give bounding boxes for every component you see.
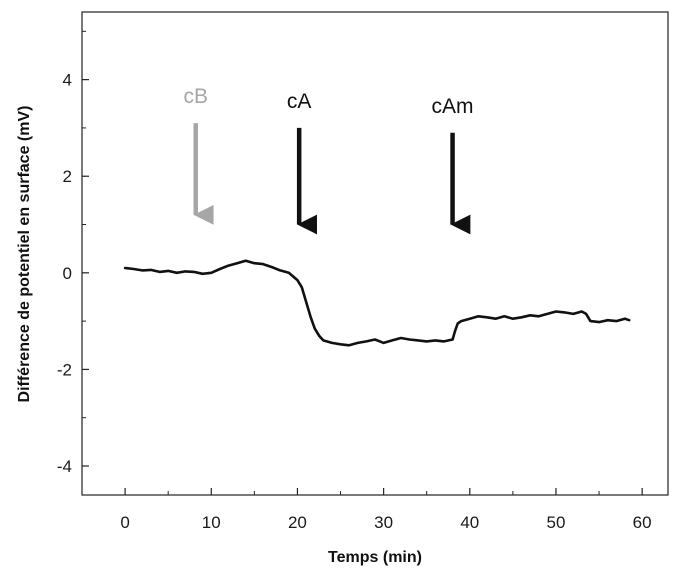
- annotation-label-cA: cA: [287, 90, 312, 113]
- y-tick-label: 2: [63, 167, 72, 186]
- x-axis-title: Temps (min): [328, 549, 422, 566]
- x-tick-label: 30: [374, 513, 393, 532]
- annotations: cB cA cAm: [183, 85, 474, 235]
- y-axis-title: Différence de potentiel en surface (mV): [16, 106, 33, 403]
- series-line: [123, 259, 631, 347]
- y-tick-label: 4: [63, 71, 72, 90]
- x-tick-label: 20: [288, 513, 307, 532]
- y-tick-label: -2: [57, 360, 72, 379]
- x-tick-label: 60: [633, 513, 652, 532]
- x-tick-label: 10: [202, 513, 221, 532]
- y-tick-label: -4: [57, 457, 72, 476]
- x-axis: 0 10 20 30 40 50 60: [81, 488, 652, 532]
- plot-area-frame: [81, 11, 669, 496]
- x-tick-label: 50: [547, 513, 566, 532]
- y-axis: -4 -2 0 2 4: [57, 30, 89, 476]
- annotation-label-cB: cB: [183, 85, 208, 108]
- y-tick-label: 0: [63, 264, 72, 283]
- annotation-label-cAm: cAm: [432, 95, 474, 118]
- x-tick-label: 40: [460, 513, 479, 532]
- x-tick-label: 0: [120, 513, 129, 532]
